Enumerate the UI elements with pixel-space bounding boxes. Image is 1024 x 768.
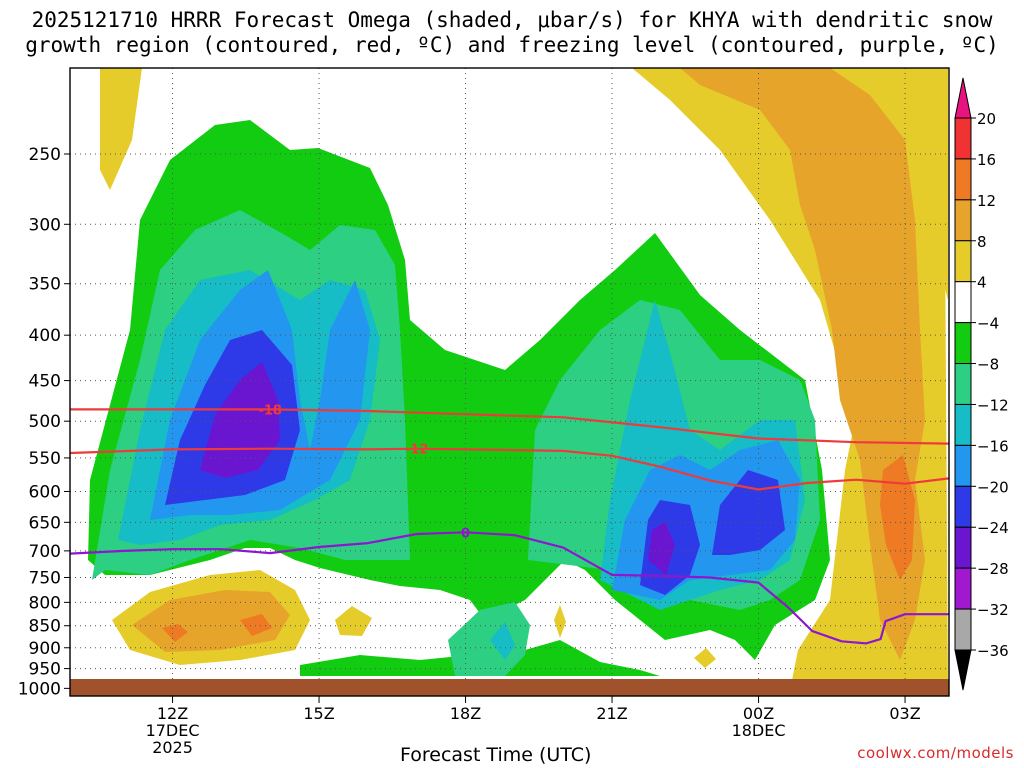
colorbar-label: −8	[977, 356, 999, 374]
y-tick-label: 250	[29, 145, 61, 165]
positive-omega-core-east	[880, 455, 915, 580]
negative-omega-blob-south-core	[490, 622, 515, 660]
y-tick-label: 950	[29, 660, 61, 680]
y-tick-label: 750	[29, 568, 61, 588]
contour-label: -12	[405, 443, 429, 458]
y-tick-label: 800	[29, 593, 61, 613]
positive-omega-region-west-top	[100, 68, 142, 190]
colorbar-label: −12	[977, 396, 1009, 414]
positive-omega-peak-b	[240, 614, 272, 636]
x-tick-label: 15Z	[303, 704, 334, 723]
positive-omega-region-east-orange	[680, 68, 925, 660]
y-tick-label: 500	[29, 412, 61, 432]
colorbar: 20 16 12 8 4 −4 −8 −12 −16 −20 −24 −28 −32 −36	[954, 77, 1009, 691]
colorbar-bin	[954, 608, 972, 651]
y-tick-label: 550	[29, 449, 61, 469]
positive-omega-blob-tiny-1	[554, 605, 566, 638]
colorbar-label: −28	[977, 560, 1009, 578]
contour-lines: -18 -12 0	[70, 403, 949, 645]
colorbar-label: −32	[977, 601, 1009, 619]
contour-line-minus18	[70, 408, 949, 445]
contour-line-minus12	[70, 447, 949, 491]
chart-title-line-2: growth region (contoured, red, ºC) and f…	[25, 33, 999, 57]
colorbar-bin	[954, 240, 972, 283]
colorbar-label: 8	[977, 233, 987, 251]
source-credit: coolwx.com/models	[857, 744, 1014, 762]
colorbar-bottom-arrow	[954, 649, 972, 691]
y-tick-label: 400	[29, 326, 61, 346]
x-tick-sublabel: 2025	[152, 738, 193, 757]
colorbar-label: 20	[977, 110, 996, 128]
contour-line-0	[70, 531, 949, 645]
contour-label: -18	[258, 403, 282, 418]
colorbar-label: −16	[977, 437, 1009, 455]
colorbar-label: −36	[977, 642, 1009, 660]
positive-omega-blob-small	[335, 606, 372, 636]
x-tick-label: 18Z	[450, 704, 481, 723]
y-tick-label: 650	[29, 513, 61, 533]
negative-omega-blob-south	[448, 602, 530, 676]
plot-frame	[69, 67, 950, 697]
y-tick-label: 1000	[18, 679, 61, 699]
y-tick-label: 900	[29, 639, 61, 659]
omega-shading	[88, 68, 948, 690]
negative-omega-east-24-b	[712, 470, 785, 555]
x-tick-label: 03Z	[889, 704, 920, 723]
contour-label: 0	[461, 526, 470, 541]
y-tick-label: 600	[29, 482, 61, 502]
chart-title-line-1: 2025121710 HRRR Forecast Omega (shaded, …	[31, 8, 993, 32]
colorbar-label: 4	[977, 274, 987, 292]
colorbar-label: 16	[977, 151, 996, 169]
colorbar-bin	[954, 117, 972, 160]
colorbar-bin	[954, 526, 972, 569]
colorbar-label: −20	[977, 478, 1009, 496]
x-tick-label: 00Z	[743, 704, 774, 723]
colorbar-label: −24	[977, 519, 1009, 537]
colorbar-top-arrow	[954, 77, 972, 119]
y-tick-label: 700	[29, 542, 61, 562]
ground-terrain-strip	[70, 679, 949, 696]
negative-omega-east-28	[648, 522, 675, 575]
colorbar-bin	[954, 322, 972, 365]
colorbar-bin	[954, 199, 972, 242]
x-axis-title: Forecast Time (UTC)	[400, 744, 592, 766]
y-tick-label: 850	[29, 617, 61, 637]
colorbar-label: 12	[977, 192, 996, 210]
colorbar-bin	[954, 158, 972, 201]
x-tick-sublabel: 17DEC	[146, 721, 200, 740]
colorbar-bin	[954, 403, 972, 446]
positive-omega-peak-a	[162, 624, 188, 642]
y-axis: 2503003504004505005506006507007508008509…	[18, 145, 70, 699]
x-tick-label: 21Z	[596, 704, 627, 723]
y-tick-label: 450	[29, 372, 61, 392]
positive-omega-blob-tiny-2	[694, 648, 716, 668]
x-tick-sublabel: 18DEC	[732, 721, 786, 740]
colorbar-bin	[954, 444, 972, 487]
colorbar-label: −4	[977, 315, 999, 333]
y-tick-label: 300	[29, 215, 61, 235]
x-tick-label: 12Z	[157, 704, 188, 723]
colorbar-bin	[954, 567, 972, 610]
y-tick-label: 350	[29, 275, 61, 295]
colorbar-bin	[954, 485, 972, 528]
colorbar-bin	[954, 281, 972, 324]
colorbar-bin	[954, 363, 972, 405]
